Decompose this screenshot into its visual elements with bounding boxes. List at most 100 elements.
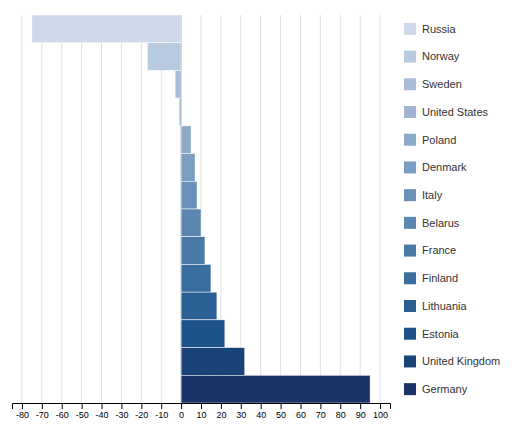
legend: RussiaNorwaySwedenUnited StatesPolandDen… <box>404 23 500 395</box>
grid-line <box>121 15 122 403</box>
legend-swatch <box>404 161 416 173</box>
tick: 80 <box>336 403 346 420</box>
tick-label: 80 <box>336 410 346 420</box>
grid-line <box>320 15 321 403</box>
tick-mark <box>42 403 43 409</box>
legend-item: United States <box>404 106 489 118</box>
bar <box>181 126 191 154</box>
legend-item: Poland <box>404 134 456 146</box>
tick: -60 <box>56 403 69 420</box>
bar <box>181 237 205 265</box>
grid-line <box>240 15 241 403</box>
tick: 60 <box>296 403 306 420</box>
bar <box>175 70 181 98</box>
grid-line <box>360 15 361 403</box>
legend-swatch <box>404 328 416 340</box>
legend-swatch <box>404 272 416 284</box>
grid-line <box>61 15 62 403</box>
legend-item: Germany <box>404 383 468 395</box>
x-axis: -80-70-60-50-40-30-20-100102030405060708… <box>13 403 391 420</box>
tick-label: 50 <box>276 410 286 420</box>
legend-label: France <box>422 244 456 256</box>
bar <box>181 375 370 403</box>
legend-swatch <box>404 383 416 395</box>
tick-mark <box>380 403 381 409</box>
legend-label: Denmark <box>422 161 467 173</box>
legend-label: Russia <box>422 23 457 35</box>
tick: -40 <box>96 403 109 420</box>
axis-line <box>13 404 391 410</box>
legend-swatch <box>404 300 416 312</box>
tick-label: 20 <box>216 410 226 420</box>
tick-label: -20 <box>135 410 148 420</box>
tick-mark <box>281 403 282 409</box>
legend-swatch <box>404 217 416 229</box>
grid-line <box>380 15 381 403</box>
tick-mark <box>161 403 162 409</box>
tick-label: 0 <box>179 410 184 420</box>
bars <box>32 15 370 403</box>
tick: 50 <box>276 403 286 420</box>
bar <box>181 348 245 376</box>
tick-mark <box>102 403 103 409</box>
legend-swatch <box>404 106 416 118</box>
tick-mark <box>141 403 142 409</box>
tick-label: 90 <box>356 410 366 420</box>
legend-label: Estonia <box>422 328 460 340</box>
bar <box>181 181 197 209</box>
tick-label: 10 <box>196 410 206 420</box>
grid-line <box>41 15 42 403</box>
grid-line <box>21 15 22 403</box>
legend-swatch <box>404 355 416 367</box>
tick-label: -80 <box>16 410 29 420</box>
tick-label: -50 <box>76 410 89 420</box>
tick: 70 <box>316 403 326 420</box>
legend-item: Lithuania <box>404 300 468 312</box>
legend-label: United States <box>422 106 489 118</box>
bar <box>181 292 217 320</box>
tick: -20 <box>135 403 148 420</box>
tick-label: -40 <box>96 410 109 420</box>
legend-label: Sweden <box>422 78 462 90</box>
tick-mark <box>201 403 202 409</box>
legend-item: United Kingdom <box>404 355 500 367</box>
tick: -70 <box>36 403 49 420</box>
bar <box>181 320 225 348</box>
legend-swatch <box>404 78 416 90</box>
tick-mark <box>121 403 122 409</box>
legend-item: Russia <box>404 23 457 35</box>
legend-label: Germany <box>422 383 468 395</box>
legend-swatch <box>404 23 416 35</box>
tick-mark <box>300 403 301 409</box>
tick-mark <box>320 403 321 409</box>
tick-mark <box>261 403 262 409</box>
legend-item: Belarus <box>404 217 460 229</box>
legend-label: Lithuania <box>422 300 468 312</box>
tick-mark <box>340 403 341 409</box>
tick: 100 <box>373 403 388 420</box>
legend-swatch <box>404 51 416 63</box>
tick: 0 <box>179 403 184 420</box>
tick-mark <box>22 403 23 409</box>
tick: 40 <box>256 403 266 420</box>
grid-line <box>81 15 82 403</box>
tick: 20 <box>216 403 226 420</box>
legend-label: United Kingdom <box>422 355 500 367</box>
tick-label: -60 <box>56 410 69 420</box>
tick: -50 <box>76 403 89 420</box>
legend-label: Italy <box>422 189 443 201</box>
tick: -80 <box>16 403 29 420</box>
tick-label: 70 <box>316 410 326 420</box>
tick-mark <box>221 403 222 409</box>
tick-label: -10 <box>155 410 168 420</box>
legend-swatch <box>404 189 416 201</box>
legend-label: Poland <box>422 134 456 146</box>
legend-label: Finland <box>422 272 458 284</box>
tick-label: -70 <box>36 410 49 420</box>
tick: 10 <box>196 403 206 420</box>
tick: -10 <box>155 403 168 420</box>
grid-line <box>280 15 281 403</box>
tick-label: 30 <box>236 410 246 420</box>
tick-label: 40 <box>256 410 266 420</box>
tick-mark <box>62 403 63 409</box>
